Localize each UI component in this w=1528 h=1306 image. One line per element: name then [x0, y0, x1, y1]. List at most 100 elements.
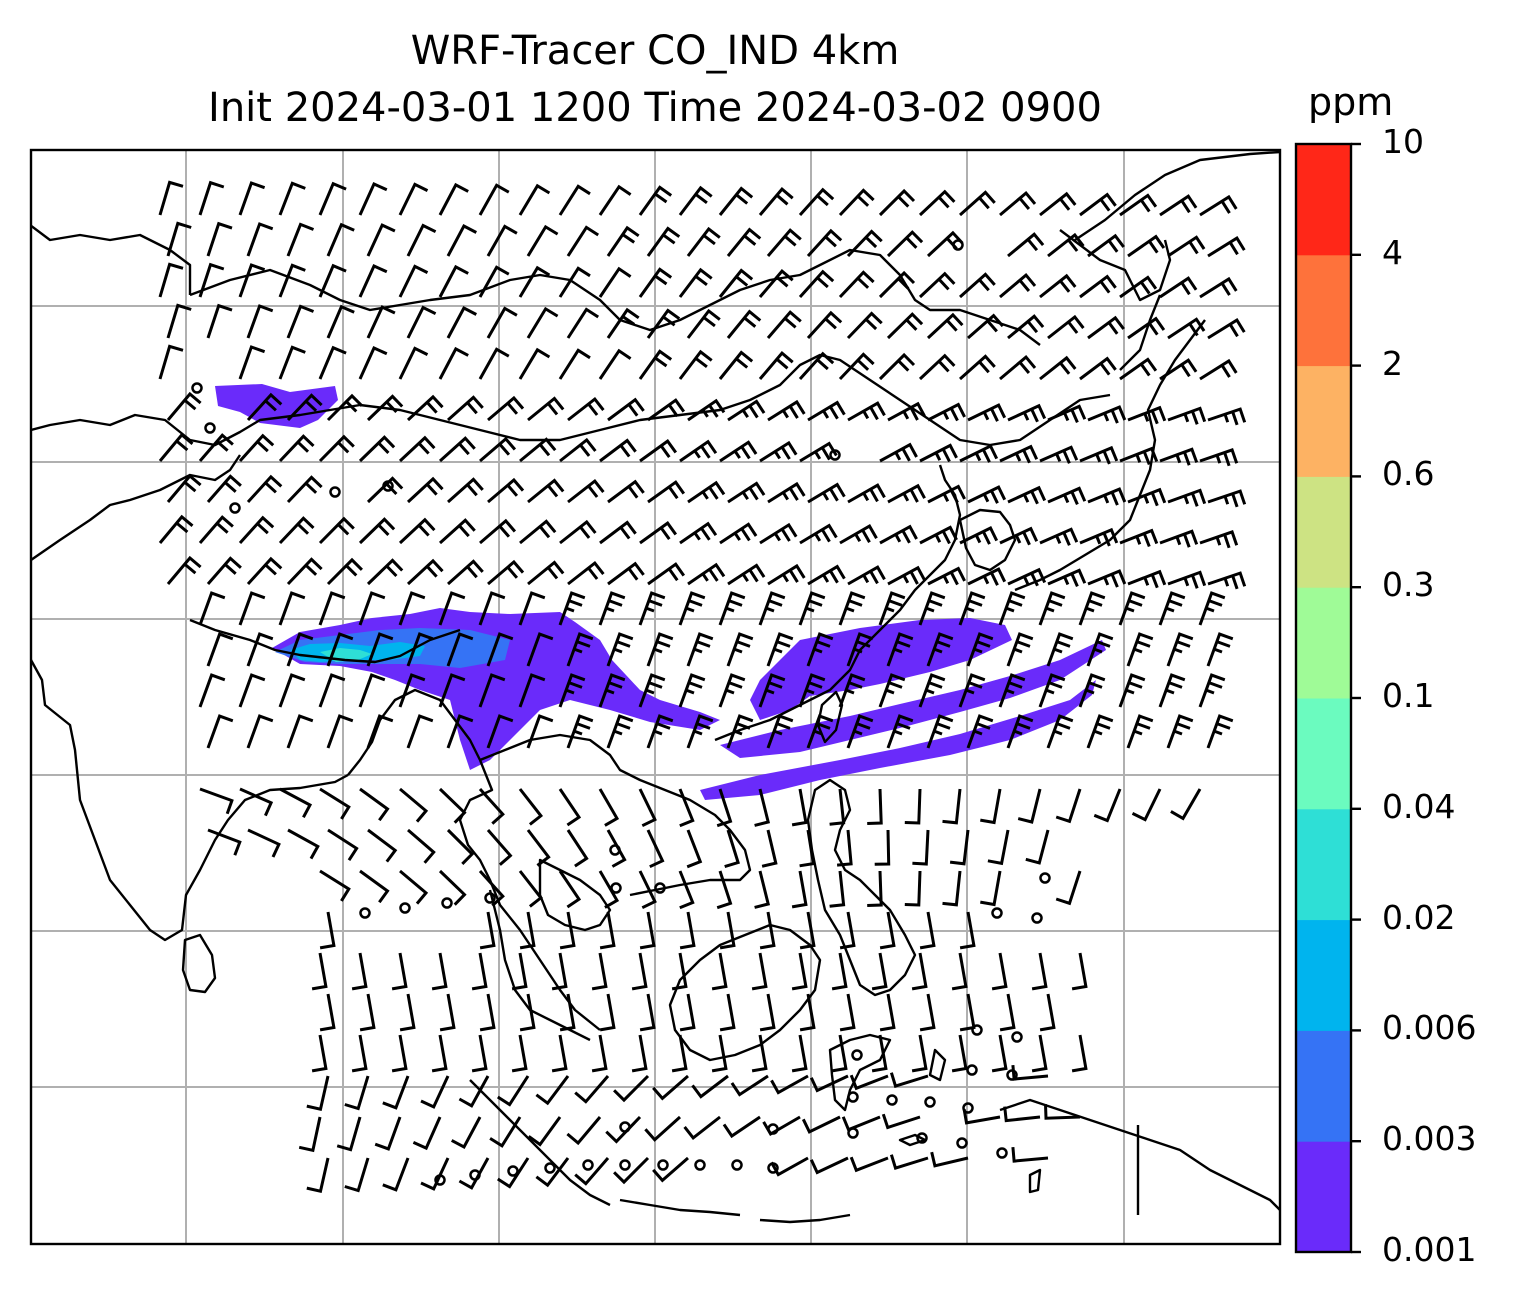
- wind-barb: [1119, 193, 1158, 217]
- wind-barb: [686, 829, 703, 869]
- wind-barb: [198, 673, 226, 708]
- wind-barb: [1159, 447, 1199, 466]
- wind-barb: [471, 1034, 488, 1073]
- calm-wind-circle: [829, 449, 841, 461]
- wind-barb: [326, 304, 355, 339]
- wind-barb: [1159, 276, 1198, 299]
- calm-wind-circle: [1031, 912, 1043, 924]
- wind-barb: [998, 591, 1026, 626]
- wind-barb: [478, 869, 505, 907]
- wind-barb: [1126, 632, 1154, 667]
- wind-barb: [287, 828, 320, 860]
- wind-barb: [718, 591, 746, 626]
- wind-barb: [1199, 529, 1239, 549]
- wind-barb: [727, 399, 766, 422]
- wind-barb: [730, 1074, 769, 1097]
- wind-barb: [247, 828, 281, 858]
- wind-barb: [286, 304, 315, 339]
- wind-barb: [806, 310, 843, 340]
- wind-barb: [889, 1072, 929, 1088]
- calm-wind-circle: [1039, 872, 1051, 884]
- wind-barb: [867, 870, 883, 907]
- calm-wind-circle: [399, 902, 411, 914]
- wind-barb: [798, 591, 826, 626]
- wind-barb: [598, 348, 632, 380]
- wind-barb: [1031, 952, 1048, 991]
- wind-barb: [718, 673, 746, 708]
- wind-barb: [1055, 788, 1082, 824]
- wind-barb: [1119, 446, 1159, 466]
- wind-barb: [647, 480, 686, 504]
- wind-barb: [1039, 191, 1077, 217]
- wind-barb: [998, 673, 1026, 708]
- wind-barb: [238, 591, 266, 626]
- wind-barb: [406, 476, 444, 504]
- wind-barb: [398, 435, 436, 463]
- calm-wind-circle: [847, 1091, 859, 1103]
- wind-barb: [311, 1034, 328, 1073]
- wind-barb: [930, 1151, 969, 1168]
- wind-barb: [1006, 714, 1034, 749]
- wind-barb: [558, 266, 591, 298]
- wind-barb: [166, 555, 202, 585]
- wind-barb: [238, 673, 266, 708]
- wind-barb: [358, 673, 386, 708]
- wind-barb: [374, 1116, 402, 1151]
- wind-barb: [638, 870, 657, 910]
- wind-barb: [420, 1157, 450, 1191]
- wind-barb: [526, 224, 559, 257]
- wind-barb: [366, 632, 394, 667]
- wind-barb: [726, 714, 754, 749]
- wind-barb: [1038, 591, 1066, 626]
- wind-barb: [558, 348, 591, 380]
- wind-barb: [847, 483, 886, 504]
- wind-barb: [719, 911, 736, 950]
- sumatra: [469, 1079, 611, 1207]
- wind-barb: [567, 396, 605, 422]
- wind-barb: [1198, 591, 1226, 626]
- wind-barb: [344, 1075, 370, 1111]
- wind-barb: [911, 1034, 928, 1073]
- wind-barb: [1017, 788, 1042, 824]
- wind-barb: [926, 312, 964, 340]
- wind-barb: [751, 952, 768, 991]
- wind-barb: [886, 714, 914, 749]
- wind-barb: [799, 911, 816, 950]
- wind-barb: [980, 788, 1002, 825]
- wind-barb: [358, 435, 396, 463]
- wind-barb: [878, 188, 916, 217]
- wind-barb: [871, 1034, 888, 1073]
- wind-barb: [598, 591, 626, 626]
- wind-barb: [1039, 273, 1077, 299]
- wind-barb: [927, 484, 966, 504]
- wind-barb: [644, 1115, 682, 1142]
- wind-barb: [319, 869, 351, 902]
- wind-barb: [967, 403, 1007, 422]
- wind-barb: [567, 478, 605, 504]
- wind-barb: [351, 952, 368, 991]
- colorbar-frame: [1294, 142, 1353, 1254]
- wind-barb: [367, 828, 398, 863]
- wind-barb: [959, 911, 976, 950]
- wind-barb: [318, 263, 347, 298]
- wind-barb: [447, 477, 484, 504]
- wind-barb: [511, 952, 528, 991]
- wind-barb: [1079, 274, 1117, 299]
- wind-barb: [246, 474, 283, 504]
- calm-wind-circle: [767, 1162, 779, 1174]
- wind-barb: [761, 829, 778, 868]
- wind-barb: [319, 787, 351, 820]
- wind-barb: [527, 396, 565, 422]
- wind-barb: [606, 307, 640, 339]
- wind-barb: [286, 475, 323, 504]
- colorbar-tick-label: 0.001: [1382, 1230, 1477, 1269]
- wind-barb: [478, 347, 510, 380]
- colorbar-segment: [1296, 587, 1351, 699]
- plume-main-west: [272, 608, 720, 770]
- wind-barb: [1087, 569, 1127, 588]
- wind-barb: [207, 828, 242, 856]
- wind-barb: [398, 673, 426, 708]
- wind-barb: [246, 392, 283, 422]
- wind-barb: [758, 350, 794, 380]
- wind-barb: [318, 181, 347, 216]
